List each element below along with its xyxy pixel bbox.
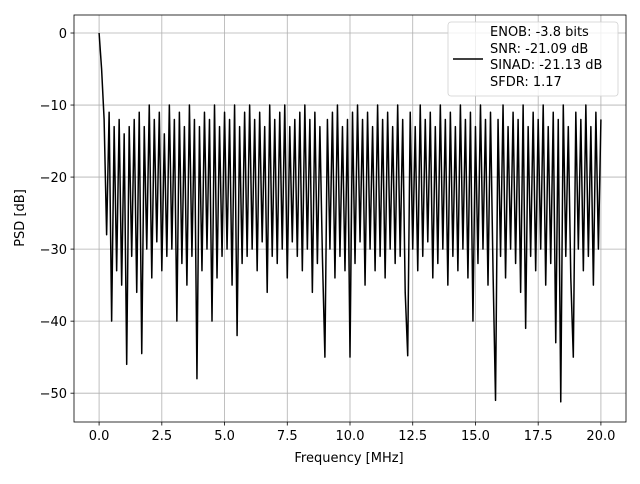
x-tick-label: 17.5 [524,429,553,444]
x-tick-label: 2.5 [151,429,172,444]
y-tick-label: −10 [40,99,67,114]
axes-frame [73,14,627,423]
x-tick-label: 15.0 [461,429,490,444]
y-tick-label: −40 [40,315,67,330]
legend-text-box: ENOB: -3.8 bits SNR: -21.09 dB SINAD: -2… [490,25,603,90]
x-tick-label: 12.5 [398,429,427,444]
y-axis-label: PSD [dB] [13,189,28,247]
x-tick-label: 20.0 [586,429,615,444]
y-tick-label: −30 [40,243,67,258]
x-tick-label: 5.0 [214,429,235,444]
x-axis-label: Frequency [MHz] [294,451,403,466]
y-tick-label: −50 [40,387,67,402]
y-tick-label: −20 [40,171,67,186]
x-tick-label: 10.0 [336,429,365,444]
legend-box [447,21,619,97]
x-tick-label: 0.0 [89,429,110,444]
data-line [98,32,602,403]
x-tick-label: 7.5 [277,429,298,444]
legend-label: ENOB: -3.8 bits SNR: -21.09 dB SINAD: -2… [490,25,603,90]
y-tick-label: 0 [59,27,67,42]
